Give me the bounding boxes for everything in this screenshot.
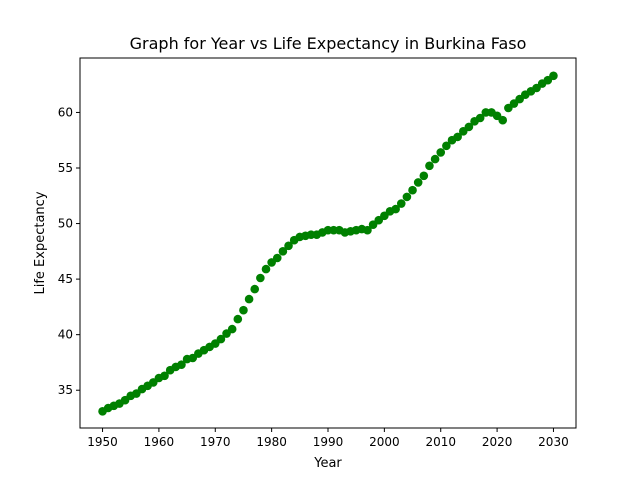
y-axis: 35 40 45 50 55 60 (58, 105, 80, 397)
data-point (425, 161, 434, 171)
data-point (453, 132, 462, 142)
data-point (549, 71, 558, 81)
x-axis: 1950 1960 1970 1980 1990 2000 2010 2020 2030 (87, 428, 569, 449)
data-point (391, 204, 400, 214)
x-tick-label: 2020 (482, 435, 513, 449)
x-tick-label: 2030 (538, 435, 569, 449)
data-point (160, 371, 169, 381)
y-tick-label: 55 (58, 161, 73, 175)
data-point (256, 273, 265, 283)
x-tick-label: 1960 (144, 435, 175, 449)
x-tick-label: 2010 (425, 435, 456, 449)
y-axis-label: Life Expectancy (33, 191, 48, 294)
x-tick-label: 2000 (369, 435, 400, 449)
x-tick-label: 1970 (200, 435, 231, 449)
plot-area-frame (79, 57, 577, 429)
x-axis-label: Year (313, 456, 342, 471)
data-point (408, 185, 417, 195)
data-point (177, 360, 186, 369)
data-point (363, 225, 372, 235)
data-point (239, 305, 248, 315)
data-point (261, 264, 271, 274)
y-tick-label: 35 (58, 383, 73, 397)
data-point (442, 141, 451, 151)
data-point (419, 171, 429, 181)
data-point (216, 334, 226, 344)
data-point (227, 324, 237, 334)
data-point (430, 154, 440, 164)
data-point (498, 115, 508, 125)
x-tick-label: 1950 (87, 435, 118, 449)
data-point (272, 253, 282, 263)
x-tick-label: 1990 (313, 435, 344, 449)
y-tick-label: 50 (58, 217, 73, 231)
chart-title: Graph for Year vs Life Expectancy in Bur… (130, 34, 527, 53)
data-point (436, 148, 446, 157)
data-point (475, 113, 485, 123)
data-point (464, 122, 474, 132)
data-point (233, 314, 243, 324)
y-tick-label: 40 (58, 328, 73, 342)
data-point (284, 241, 293, 251)
y-tick-label: 60 (58, 105, 73, 119)
data-point (396, 199, 406, 208)
data-point (413, 178, 423, 187)
y-tick-label: 45 (58, 272, 73, 286)
data-points (98, 71, 558, 416)
data-point (278, 247, 288, 256)
data-point (250, 284, 260, 294)
data-point (244, 294, 254, 304)
data-point (402, 192, 412, 202)
x-tick-label: 1980 (256, 435, 287, 449)
